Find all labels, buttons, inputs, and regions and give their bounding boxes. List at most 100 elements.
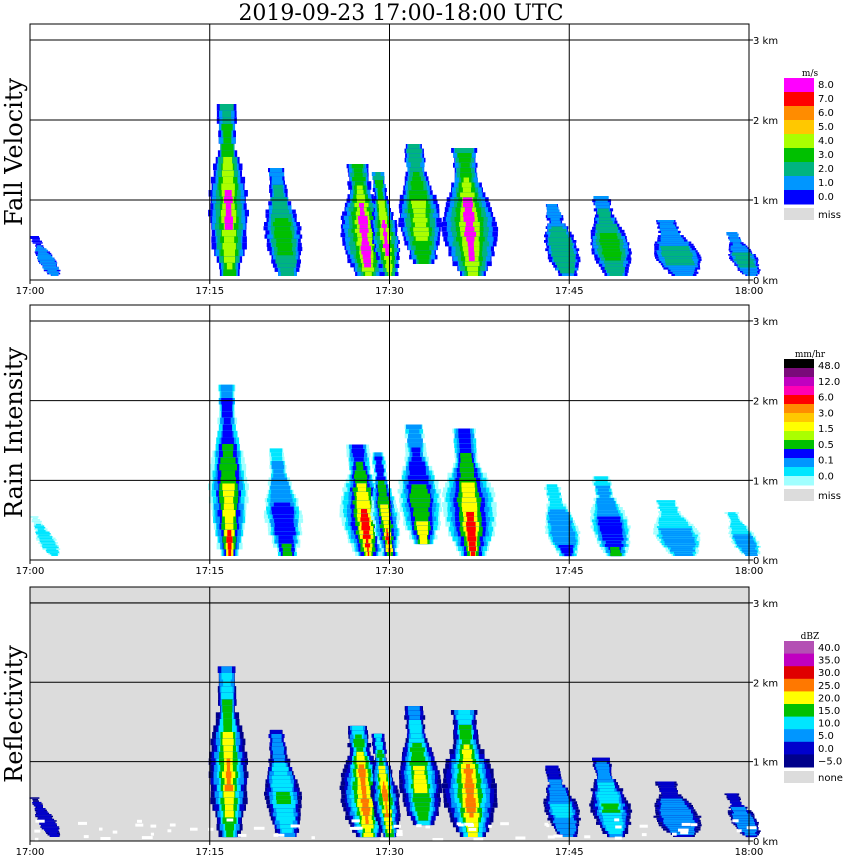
y-tick-label: 2 km <box>753 678 778 689</box>
colorbar-label: 3.0 <box>818 408 834 419</box>
colorbar-swatch <box>784 716 814 730</box>
x-tick-label: 17:15 <box>195 566 224 577</box>
colorbar-swatch <box>784 666 814 680</box>
colorbar-label: 0.0 <box>818 192 834 203</box>
colorbar-swatch <box>784 678 814 692</box>
panel-3: 17:00 17:15 17:30 17:45 18:000 km 1 km 2 km 3 k… <box>0 586 843 858</box>
colorbar-unit: m/s <box>802 69 819 79</box>
colorbar-label: 7.0 <box>818 94 834 105</box>
colorbar-label: 5.0 <box>818 731 834 742</box>
colorbar-label: 8.0 <box>818 80 834 91</box>
precip-cell-1 <box>208 384 249 556</box>
colorbar-swatch <box>784 413 814 423</box>
colorbar-swatch <box>784 691 814 705</box>
precip-cell-5 <box>399 706 443 826</box>
colorbar-label: 0.0 <box>818 744 834 755</box>
precip-cell-7 <box>543 765 581 837</box>
colorbar-label: 20.0 <box>818 693 840 704</box>
x-tick-label: 17:30 <box>375 847 404 858</box>
colorbar-label: 0.0 <box>818 471 834 482</box>
grid-lines <box>30 587 749 841</box>
colorbar-label: 1.5 <box>818 424 834 435</box>
missing-label: miss <box>818 210 841 221</box>
y-tick-label: 1 km <box>753 196 778 207</box>
missing-label: miss <box>818 491 841 502</box>
x-tick-label: 17:45 <box>555 847 584 858</box>
colorbar-swatch <box>784 476 814 486</box>
precip-cell-9 <box>654 220 702 276</box>
x-tick-label: 17:45 <box>555 286 584 297</box>
y-tick-label: 3 km <box>753 317 778 328</box>
colorbar-label: 5.0 <box>818 122 834 133</box>
y-axis-ticks: 0 km 1 km 2 km 3 km <box>749 599 778 848</box>
precip-cell-2 <box>263 168 303 276</box>
colorbar-label: 40.0 <box>818 643 840 654</box>
colorbar-label: 30.0 <box>818 668 840 679</box>
colorbar-label: 25.0 <box>818 681 840 692</box>
precip-cell-1 <box>208 666 249 838</box>
precip-cell-11 <box>29 797 61 837</box>
precip-cell-3 <box>340 164 389 276</box>
colorbar-swatch <box>784 120 814 135</box>
colorbar-label: 0.1 <box>818 456 834 467</box>
colorbar-swatch <box>784 148 814 163</box>
y-axis-label: Reflectivity <box>0 645 28 783</box>
colorbar-label: 10.0 <box>818 719 840 730</box>
colorbar-swatch <box>784 377 814 387</box>
colorbar-swatch <box>784 422 814 432</box>
x-tick-label: 17:45 <box>555 566 584 577</box>
colorbar-swatch <box>784 641 814 655</box>
x-tick-label: 18:00 <box>735 847 764 858</box>
y-tick-label: 0 km <box>753 556 778 567</box>
missing-label: none <box>818 773 843 784</box>
colorbar-swatch <box>784 78 814 93</box>
precip-cells <box>30 384 761 557</box>
panel-1: 17:00 17:15 17:30 17:45 18:000 km 1 km 2 km 3 k… <box>0 23 841 297</box>
colorbar-swatch <box>784 653 814 667</box>
colorbar-swatch <box>784 754 814 768</box>
precip-cell-9 <box>653 500 701 556</box>
colorbar-swatch <box>784 729 814 743</box>
y-tick-label: 0 km <box>753 837 778 848</box>
colorbar-label: 6.0 <box>818 108 834 119</box>
colorbar-swatch <box>784 458 814 468</box>
precip-cell-10 <box>724 512 761 556</box>
y-tick-label: 1 km <box>753 758 778 769</box>
precip-cell-11 <box>30 516 61 556</box>
colorbar-swatch <box>784 467 814 477</box>
colorbar-label: 3.0 <box>818 150 834 161</box>
panel-2: 17:00 17:15 17:30 17:45 18:000 km 1 km 2 km 3 k… <box>0 304 841 577</box>
colorbar-label: 6.0 <box>818 393 834 404</box>
precip-cells <box>29 666 761 838</box>
colorbar-swatch <box>784 176 814 191</box>
missing-swatch <box>784 208 814 220</box>
colorbar-swatch <box>784 92 814 107</box>
precip-cell-7 <box>544 484 581 557</box>
x-tick-label: 18:00 <box>735 286 764 297</box>
colorbar-swatch <box>784 190 814 205</box>
y-axis-label: Fall Velocity <box>0 78 28 227</box>
y-tick-label: 0 km <box>753 276 778 287</box>
x-tick-label: 17:00 <box>16 566 45 577</box>
colorbar-label: 1.0 <box>818 178 834 189</box>
precip-cell-10 <box>724 793 761 838</box>
colorbar-swatch <box>784 106 814 121</box>
colorbar-swatch <box>784 704 814 718</box>
x-tick-label: 17:30 <box>375 566 404 577</box>
precip-cell-8 <box>590 476 631 557</box>
colorbar-swatch <box>784 404 814 414</box>
x-tick-label: 17:30 <box>375 286 404 297</box>
colorbar-label: 0.5 <box>818 440 834 451</box>
precip-cell-2 <box>263 448 304 556</box>
y-axis-ticks: 0 km 1 km 2 km 3 km <box>749 317 778 567</box>
x-axis-ticks: 17:00 17:15 17:30 17:45 18:00 <box>16 560 763 577</box>
colorbar-swatch <box>784 395 814 405</box>
colorbar-unit: dBZ <box>801 632 820 642</box>
precip-cell-5 <box>397 424 443 545</box>
precip-cell-11 <box>29 236 61 276</box>
colorbar-swatch <box>784 741 814 755</box>
precip-cell-1 <box>208 104 249 276</box>
precip-cell-3 <box>339 444 390 556</box>
